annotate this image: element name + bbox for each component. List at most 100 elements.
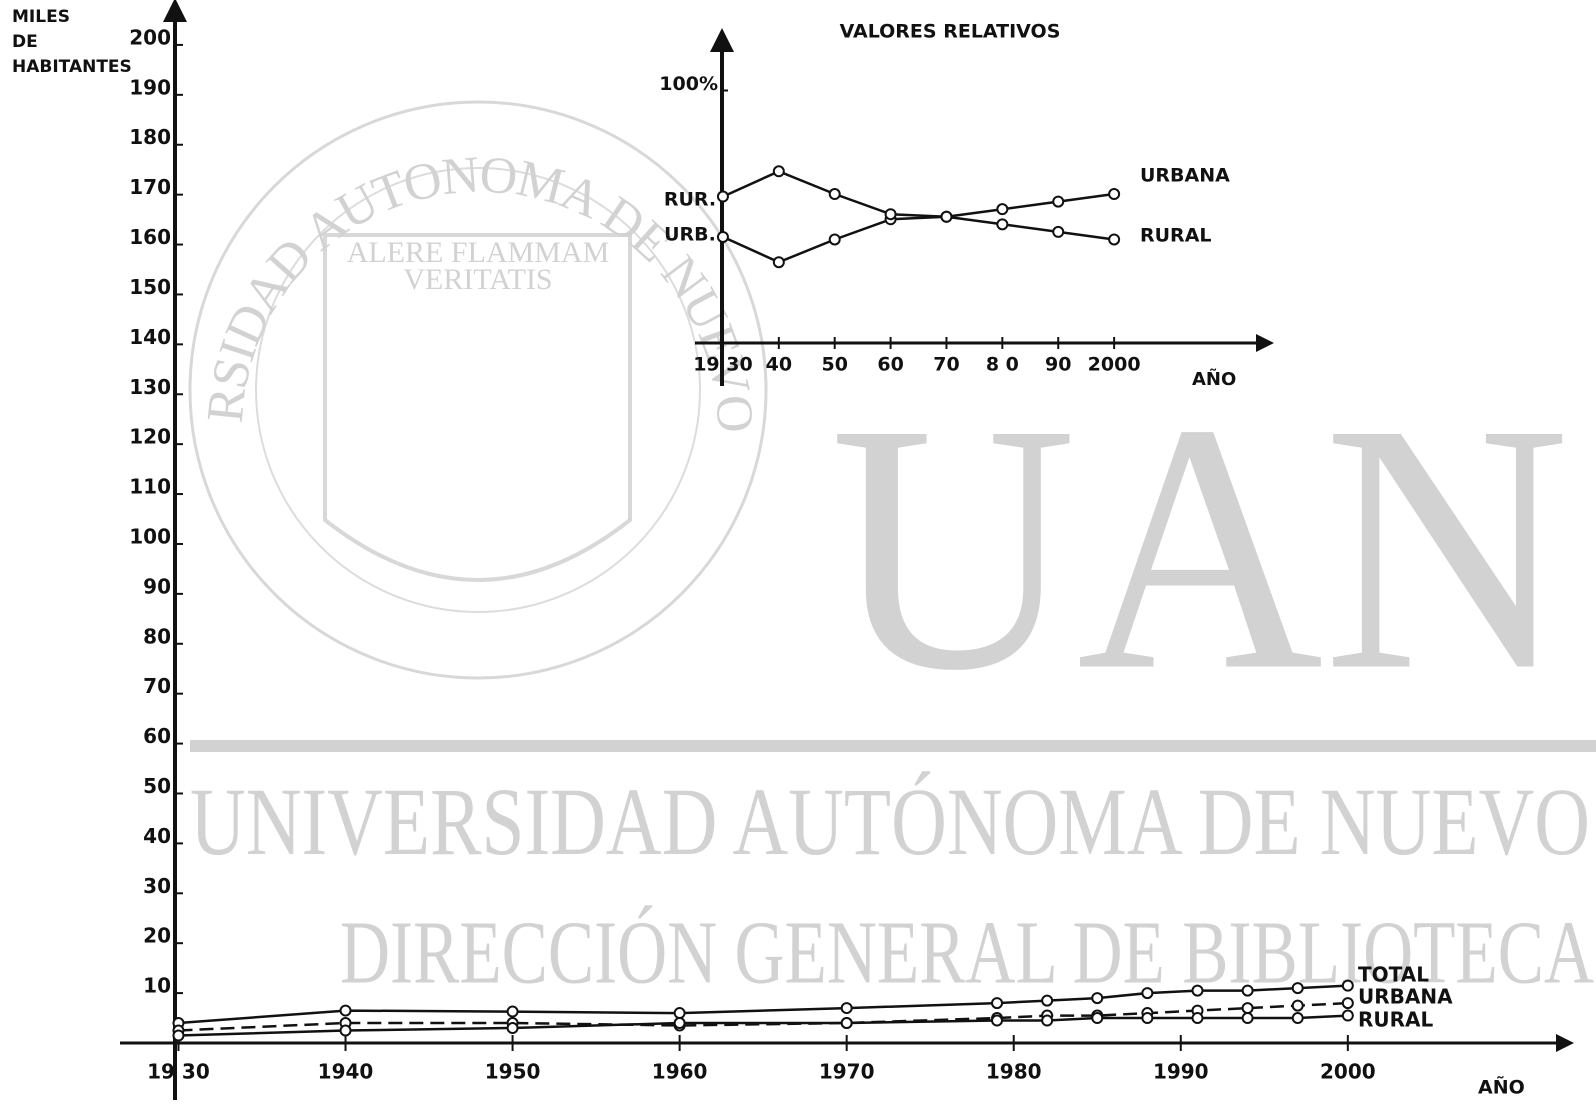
y-tick-label: 20 (143, 924, 171, 948)
x-tick-label: 1990 (1153, 1060, 1209, 1084)
y-tick-label: 190 (129, 75, 171, 99)
x-tick-label: 40 (766, 354, 792, 376)
x-tick-label: 1940 (318, 1060, 374, 1084)
data-point (339, 1004, 352, 1017)
data-point (339, 1024, 352, 1037)
x-tick-label: 1950 (485, 1060, 541, 1084)
y-tick-label: 30 (143, 874, 171, 898)
data-point (1341, 1009, 1354, 1022)
chart-title: VALORES RELATIVOS (840, 21, 1061, 43)
y-axis-label: HABITANTES (12, 57, 132, 77)
y-tick-label: 60 (143, 724, 171, 748)
chart: VALORES RELATIVOS AÑO 100% 19 30 40 50 60 70 8 0… (659, 21, 1274, 390)
data-point (506, 1005, 519, 1018)
data-point (1141, 1012, 1154, 1025)
data-point (172, 1029, 185, 1042)
data-point (716, 230, 729, 243)
y-tick-label: 90 (143, 574, 171, 598)
y-axis-label: MILES (12, 7, 70, 27)
series-label: URBANA (1140, 165, 1230, 187)
y-tick-label: 160 (129, 225, 171, 249)
x-tick-label: 50 (821, 354, 847, 376)
series-label: TOTAL (1358, 963, 1429, 987)
y-tick-label: 150 (129, 275, 171, 299)
data-point (1291, 982, 1304, 995)
data-point (1108, 188, 1121, 201)
data-point (1052, 225, 1065, 238)
data-point (1191, 984, 1204, 997)
data-point (1141, 987, 1154, 1000)
watermark: UNIVERSIDAD AUTONOMA DE NUEVO LEON ALERE… (0, 0, 1596, 1003)
data-point (716, 190, 729, 203)
x-axis-label: AÑO (1192, 367, 1236, 390)
y-tick-label: 200 (129, 25, 171, 49)
watermark-line: UNIVERSIDAD AUTÓNOMA DE NUEVO (190, 768, 1590, 875)
y-tick-label: 140 (129, 325, 171, 349)
y-tick-label: 10 (143, 974, 171, 998)
y-tick-label: 170 (129, 175, 171, 199)
data-point (1091, 992, 1104, 1005)
data-point (1041, 1014, 1054, 1027)
data-point (1341, 997, 1354, 1010)
x-tick-label: 2000 (1088, 354, 1141, 376)
x-tick-label: 60 (877, 354, 903, 376)
y-tick-label: 100% (659, 73, 718, 95)
series-label: RURAL (1358, 1008, 1434, 1032)
x-tick-label: 1970 (819, 1060, 875, 1084)
seal-ring (255, 167, 701, 613)
x-tick-label: 90 (1045, 354, 1071, 376)
data-point (940, 210, 953, 223)
x-tick-label: 1980 (986, 1060, 1042, 1084)
data-point (506, 1022, 519, 1035)
data-point (1091, 1012, 1104, 1025)
data-point (1191, 1012, 1204, 1025)
data-point (772, 256, 785, 269)
data-point (1341, 979, 1354, 992)
data-point (1291, 1012, 1304, 1025)
data-point (772, 165, 785, 178)
x-axis-label: AÑO (1478, 1075, 1525, 1099)
x-tick-label: 1960 (652, 1060, 708, 1084)
chart: MILES DE HABITANTES AÑO 10 20 30 40 50 60 70 80 90 10… (12, 0, 1574, 1100)
x-tick-label: 19 30 (147, 1060, 210, 1084)
data-point (1041, 994, 1054, 1007)
data-point (991, 997, 1004, 1010)
y-tick-label: 100 (129, 524, 171, 548)
data-point (840, 1017, 853, 1030)
motto: ALERE FLAMMAM (347, 236, 610, 269)
data-point (996, 218, 1009, 231)
data-point (1241, 1012, 1254, 1025)
x-tick-label: 19 30 (693, 354, 753, 376)
series-line (722, 169, 1115, 241)
x-tick-label: 8 0 (986, 354, 1019, 376)
y-tick-label: 80 (143, 624, 171, 648)
series-label: RURAL (1140, 225, 1212, 247)
x-tick-label: 2000 (1320, 1060, 1376, 1084)
series-line (178, 1014, 1348, 1037)
y-tick-label: 70 (143, 674, 171, 698)
series-label: URBANA (1358, 985, 1453, 1009)
data-point (1052, 195, 1065, 208)
watermark-line: DIRECCIÓN GENERAL DE BIBLIOTECA (340, 904, 1594, 1003)
data-point (828, 233, 841, 246)
data-point (996, 203, 1009, 216)
data-point (991, 1014, 1004, 1027)
y-tick-label: 130 (129, 375, 171, 399)
motto: VERITATIS (403, 263, 552, 296)
band (190, 740, 1596, 752)
annotation: RUR. (664, 189, 716, 211)
y-tick-label: 120 (129, 425, 171, 449)
y-axis-label: DE (12, 32, 38, 52)
x-tick-label: 70 (933, 354, 959, 376)
series-line (722, 192, 1115, 264)
y-tick-label: 40 (143, 824, 171, 848)
y-tick-label: 50 (143, 774, 171, 798)
data-point (828, 188, 841, 201)
annotation: URB. (664, 224, 716, 246)
shield (323, 233, 632, 582)
data-point (1108, 233, 1121, 246)
seal-ring (188, 100, 768, 680)
data-point (884, 208, 897, 221)
data-point (673, 1017, 686, 1030)
